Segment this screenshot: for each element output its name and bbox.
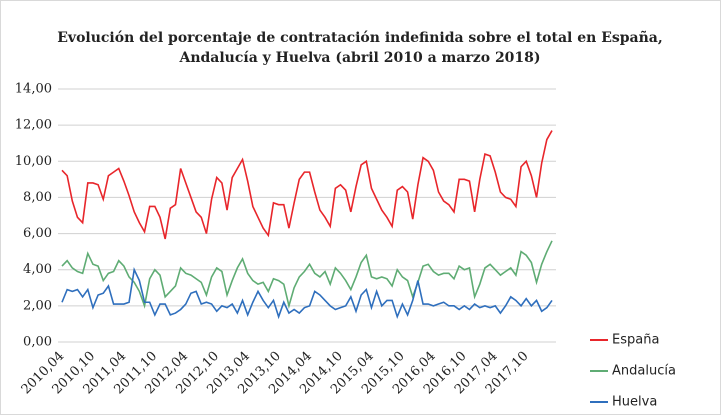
legend-label: España	[612, 333, 659, 348]
y-tick-label: 0,00	[23, 335, 52, 350]
y-tick-label: 6,00	[23, 226, 52, 241]
y-tick-label: 2,00	[23, 298, 52, 313]
legend-label: Huelva	[612, 395, 657, 410]
y-tick-label: 4,00	[23, 262, 52, 277]
y-tick-label: 14,00	[15, 82, 52, 97]
chart-title: Andalucía y Huelva (abril 2010 a marzo 2…	[178, 50, 540, 66]
legend-label: Andalucía	[612, 364, 676, 379]
series-line	[61, 130, 553, 240]
series-line	[61, 240, 553, 310]
series-line	[61, 267, 553, 320]
y-tick-label: 10,00	[15, 154, 52, 169]
chart-title: Evolución del porcentaje de contratación…	[57, 29, 662, 46]
y-tick-label: 12,00	[15, 118, 52, 133]
y-tick-label: 8,00	[23, 190, 52, 205]
